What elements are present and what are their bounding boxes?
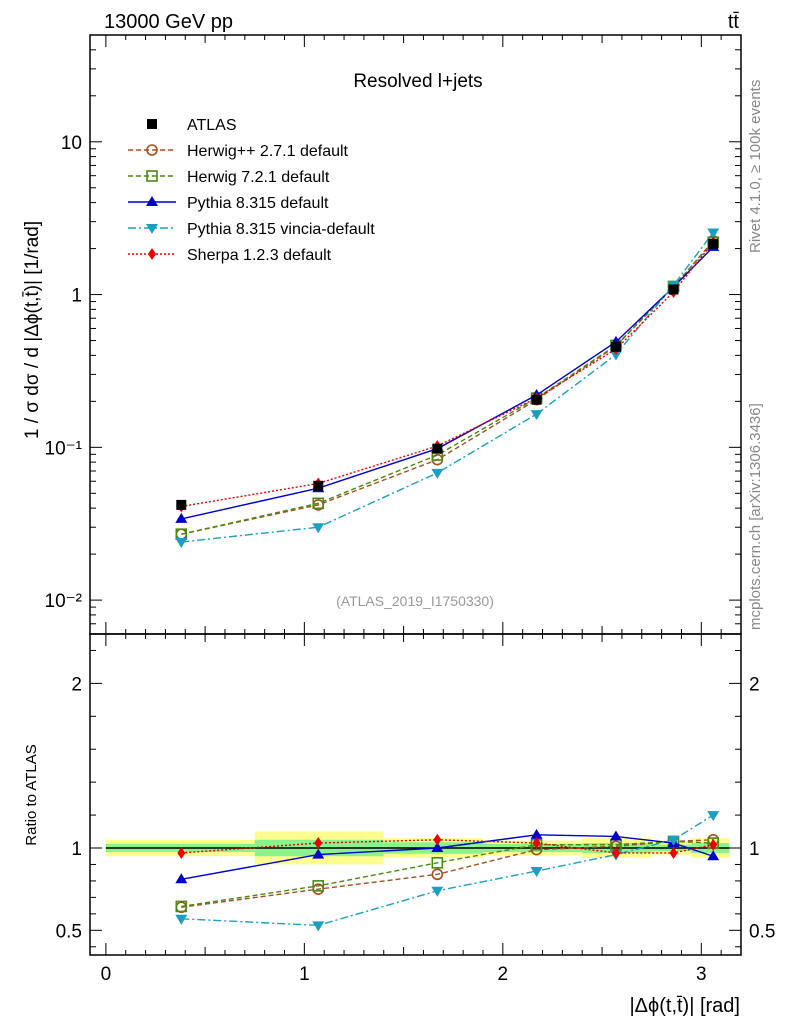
data-point — [707, 228, 720, 239]
ratio-point — [707, 811, 720, 822]
rivet-version-label: Rivet 4.1.0, ≥ 100k events — [747, 80, 764, 253]
y-tick-label-right: 0.5 — [749, 921, 775, 942]
legend-label: Sherpa 1.2.3 default — [187, 247, 332, 264]
legend-label: Herwig 7.2.1 default — [187, 169, 330, 186]
legend-marker — [146, 170, 158, 182]
legend-marker — [146, 224, 158, 234]
ratio-point — [312, 848, 325, 859]
data-point — [312, 523, 325, 534]
x-axis-label: |Δϕ(t,t̄)| [rad] — [629, 995, 740, 1017]
legend-marker — [146, 144, 158, 156]
main-y-axis-label: 1 / σ dσ / d |Δϕ(t,t̄)| [1/rad] — [22, 221, 43, 439]
ratio-point — [175, 914, 188, 925]
y-tick-label: 10 — [61, 133, 82, 154]
ratio-y-axis-label: Ratio to ATLAS — [23, 744, 40, 845]
data-point — [708, 238, 719, 249]
data-point — [610, 341, 621, 352]
ratio-panel: 0.5 0.5 1 1 2 2 0 1 2 3 — [56, 633, 775, 985]
ratio-point — [433, 833, 442, 846]
main-panel: 10⁻² 10⁻¹ 1 10 ATLAS Herwig++ 2.7.1 default He… — [45, 34, 742, 635]
energy-label: 13000 GeV pp — [104, 11, 233, 33]
x-tick-label: 2 — [498, 964, 509, 985]
ratio-point — [709, 838, 718, 851]
y-tick-label-right: 2 — [749, 674, 760, 695]
y-tick-label: 10⁻² — [45, 591, 83, 612]
legend-label: Pythia 8.315 default — [187, 195, 329, 212]
ratio-point — [530, 828, 543, 839]
data-point — [175, 512, 188, 523]
analysis-watermark: (ATLAS_2019_I1750330) — [336, 593, 494, 609]
legend-marker — [146, 196, 158, 206]
ratio-point — [312, 921, 325, 932]
data-point — [530, 410, 543, 421]
data-point — [313, 480, 324, 491]
data-point — [312, 497, 325, 510]
data-point — [609, 350, 622, 361]
ratio-point — [312, 880, 325, 892]
ratio-point — [667, 835, 680, 846]
y-tick-label: 1 — [71, 286, 82, 307]
legend-label: Pythia 8.315 vincia-default — [187, 221, 375, 238]
y-tick-label-right: 1 — [749, 839, 760, 860]
mcplots-label: mcplots.cern.ch [arXiv:1306.3436] — [747, 403, 764, 630]
ratio-point — [431, 868, 444, 881]
series-line — [181, 240, 714, 535]
ratio-point — [177, 846, 186, 859]
data-point — [531, 394, 542, 405]
series-line — [181, 241, 714, 508]
ratio-point — [431, 886, 444, 897]
ratio-point — [431, 842, 444, 852]
series-line — [181, 241, 714, 535]
x-tick-label: 3 — [696, 964, 707, 985]
ratio-point — [175, 900, 188, 913]
ratio-point — [175, 873, 188, 884]
data-point — [431, 468, 444, 479]
ratio-point — [431, 857, 444, 869]
data-point — [176, 499, 187, 510]
ratio-point — [609, 830, 622, 841]
y-tick-label: 2 — [71, 674, 82, 695]
legend-marker — [147, 119, 157, 129]
ratio-frame — [89, 633, 742, 956]
ratio-point — [530, 867, 543, 878]
ratio-point — [669, 846, 678, 859]
x-tick-label: 0 — [101, 964, 112, 985]
legend-label: ATLAS — [187, 117, 237, 134]
y-tick-label: 1 — [71, 839, 82, 860]
data-point — [175, 538, 188, 549]
legend-label: Herwig++ 2.7.1 default — [187, 143, 349, 160]
ratio-point — [707, 850, 720, 861]
y-tick-label: 0.5 — [56, 921, 82, 942]
y-tick-label: 10⁻¹ — [45, 438, 83, 459]
series-line — [181, 232, 714, 543]
series-line — [181, 246, 714, 520]
data-point — [432, 443, 443, 454]
legend-marker — [148, 248, 156, 260]
process-label: tt̄ — [728, 11, 740, 33]
ratio-point — [532, 837, 541, 850]
x-tick-label: 1 — [299, 964, 310, 985]
ratio-point — [611, 846, 620, 859]
data-point — [668, 284, 679, 295]
chart-title: Resolved l+jets — [353, 71, 482, 92]
ratio-point — [314, 837, 323, 850]
